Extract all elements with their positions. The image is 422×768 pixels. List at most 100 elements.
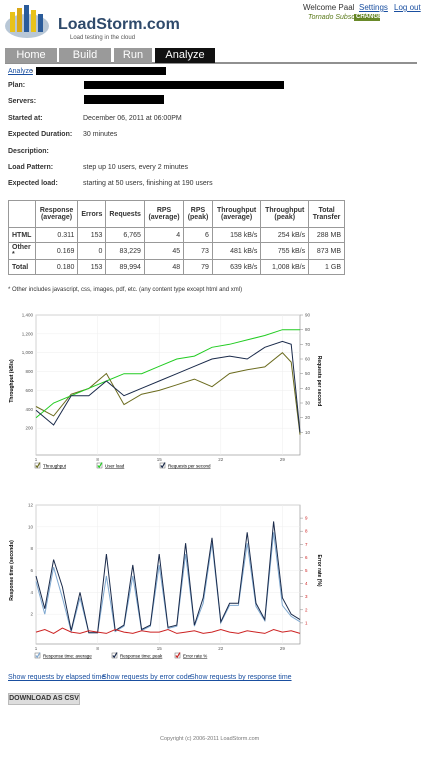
report-link[interactable]: Show requests by error code (102, 674, 192, 681)
detail-label: Servers: (8, 98, 37, 106)
legend-label: Response time: average (43, 654, 92, 659)
detail-label: Plan: (8, 82, 26, 89)
y2-tick-label: 40 (305, 386, 311, 391)
x-tick-label: 1 (35, 457, 38, 462)
y-tick-label: 600 (25, 388, 33, 393)
column-header: Total Transfer (308, 200, 345, 228)
y2-tick-label: 5 (305, 568, 308, 573)
y2-tick-label: 10 (305, 430, 311, 435)
download-button[interactable]: DOWNLOAD AS CSV (8, 693, 80, 705)
tab[interactable]: Analyze (155, 48, 215, 63)
legend-label: Error rate % (183, 654, 207, 659)
cell: 0 (77, 242, 107, 260)
y-tick-label: 1,200 (22, 331, 34, 336)
cell: 79 (183, 259, 213, 275)
cell: 254 kB/s (260, 227, 310, 243)
cell: 4 (143, 227, 185, 243)
detail-label: Expected load: (8, 180, 58, 188)
change-badge[interactable] (354, 14, 380, 21)
cell: 73 (183, 242, 213, 260)
cell: 45 (143, 242, 185, 260)
legend-label: Throughput (43, 464, 67, 469)
summary-table: Response (average) Errors Requests RPS (ave… (8, 200, 345, 275)
detail-label: Started at: (8, 114, 43, 122)
y-tick-label: 800 (25, 369, 33, 374)
y-tick-label: 12 (28, 503, 34, 508)
y2-tick-label: 1 (305, 620, 308, 625)
series-line (35, 329, 300, 419)
cell: 0.180 (34, 259, 79, 275)
y-tick-label: 8 (30, 546, 33, 551)
tab[interactable]: Run (114, 48, 152, 63)
cell: 158 kB/s (211, 227, 262, 243)
y2-tick-label: 50 (305, 371, 311, 376)
y-tick-label: 400 (25, 407, 33, 412)
y-tick-label: 1,400 (22, 313, 34, 318)
y2-tick-label: 20 (305, 415, 311, 420)
cell: 153 (77, 259, 107, 275)
y-axis-label: Throughput (kB/s) (9, 359, 15, 403)
series-line (35, 627, 301, 634)
tab[interactable]: Build (59, 48, 111, 63)
y2-tick-label: 6 (305, 555, 308, 560)
cell: 639 kB/s (211, 259, 262, 275)
logout-link[interactable]: Log out (394, 3, 421, 12)
cell: 83,229 (105, 242, 145, 260)
y2-tick-label: 30 (305, 401, 311, 406)
y-tick-label: 1,000 (22, 350, 34, 355)
redaction (36, 67, 284, 104)
breadcrumb[interactable]: Analyze (8, 68, 33, 75)
x-tick-label: 29 (280, 646, 286, 651)
settings-link[interactable]: Settings (359, 3, 388, 12)
cell: 288 MB (308, 227, 345, 243)
y2-tick-label: 4 (305, 581, 308, 586)
column-header: Response (average) (34, 200, 79, 228)
column-header: Throughput (average) (211, 200, 262, 228)
detail-value: starting at 50 users, finishing at 190 u… (83, 180, 213, 188)
cell: 755 kB/s (260, 242, 310, 260)
detail-value: 30 minutes (83, 131, 118, 139)
y-axis-label: Response time (seconds) (9, 540, 15, 601)
detail-label: Description: (8, 147, 49, 155)
legend-box (34, 652, 41, 659)
legend-box (159, 462, 166, 469)
legend-check (35, 652, 41, 659)
y-tick-label: 200 (25, 426, 33, 431)
y2-tick-label: 8 (305, 529, 308, 534)
row-label: Other * (8, 242, 36, 260)
tab[interactable]: Home (5, 48, 57, 63)
report-link[interactable]: Show requests by elapsed time (8, 674, 106, 681)
x-tick-label: 15 (157, 646, 163, 651)
x-tick-label: 22 (218, 457, 224, 462)
x-tick-label: 8 (96, 457, 99, 462)
footnote: * Other includes javascript, css, images… (8, 287, 243, 293)
report-link[interactable]: Show requests by response time (190, 674, 292, 681)
cell: 1,008 kB/s (260, 259, 310, 275)
series-line (35, 340, 301, 433)
change[interactable]: CHANGE (356, 14, 383, 20)
breadcrumb-sep: › (31, 68, 34, 75)
detail-label: Load Pattern: (8, 164, 54, 171)
legend-label: Response time: peak (120, 654, 163, 659)
legend-check (160, 462, 166, 469)
x-tick-label: 29 (280, 457, 286, 462)
column-header: Requests (105, 200, 145, 228)
y2-tick-label: 90 (305, 313, 311, 318)
cell: 481 kB/s (211, 242, 262, 260)
cell: 48 (143, 259, 185, 275)
y-tick-label: 6 (30, 568, 33, 573)
cell: 153 (77, 227, 107, 243)
legend-box (34, 462, 41, 469)
copyright: Copyright (c) 2006-2011 LoadStorm.com (160, 736, 260, 742)
legend-check (97, 462, 103, 469)
y2-axis-label: Requests per second (316, 356, 322, 407)
legend-box (111, 652, 118, 659)
column-header: RPS (average) (143, 200, 185, 228)
y2-tick-label: 3 (305, 594, 308, 599)
logo-text: LoadStorm.com (58, 16, 180, 33)
y2-tick-label: 60 (305, 357, 311, 362)
y-tick-label: 2 (30, 612, 33, 617)
welcome: Welcome Paal (303, 3, 355, 12)
cell: 1 GB (308, 259, 345, 275)
